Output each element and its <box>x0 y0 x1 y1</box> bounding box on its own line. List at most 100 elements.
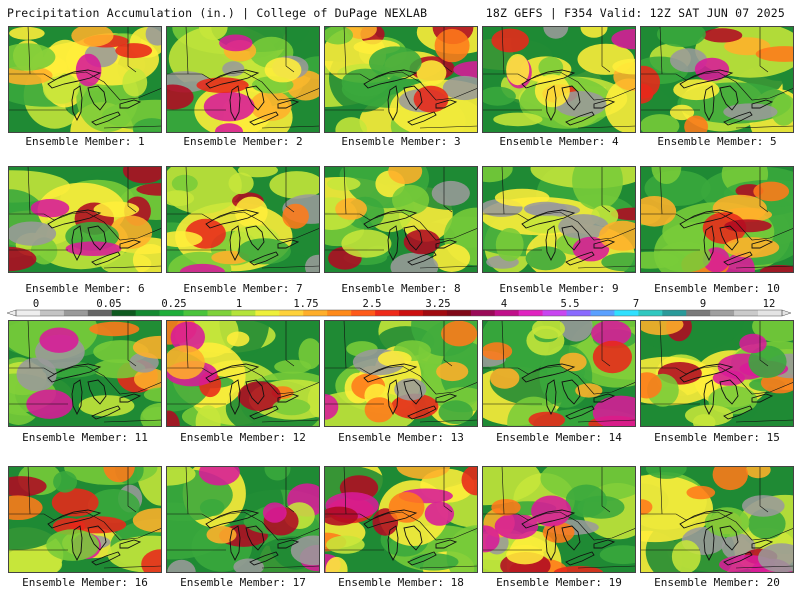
precip-cell <box>132 335 162 359</box>
precip-cell <box>753 181 790 202</box>
precip-cell <box>305 254 320 273</box>
lake-outline <box>545 525 557 562</box>
lake-outline <box>277 539 300 549</box>
lake-outline <box>277 239 300 249</box>
ensemble-member-panel <box>640 166 794 273</box>
precip-cell <box>604 78 636 133</box>
precip-cell <box>324 26 353 45</box>
state-border <box>640 71 794 101</box>
colorbar-swatch <box>399 310 424 316</box>
colorbar-swatch <box>734 310 759 316</box>
colorbar-swatch <box>518 310 543 316</box>
lake-outline <box>47 209 102 229</box>
state-border <box>659 320 663 369</box>
panel-frame <box>640 166 794 273</box>
lake-outline <box>87 85 107 111</box>
precip-cell <box>580 26 608 38</box>
map-outlines <box>482 166 636 269</box>
lake-outline <box>245 225 265 251</box>
precip-cell <box>559 320 593 342</box>
precip-cell <box>658 241 712 273</box>
colorbar-swatch <box>351 310 376 316</box>
precip-cell <box>745 466 771 479</box>
colorbar-tick-label: 7 <box>633 298 639 310</box>
precip-cell <box>528 411 566 427</box>
lake-outline <box>407 405 437 420</box>
colorbar-swatch <box>39 310 65 316</box>
map-outlines <box>640 320 794 423</box>
lake-outline <box>91 251 121 266</box>
lake-outline <box>91 551 121 566</box>
precipitation-field <box>640 26 794 133</box>
precip-cell <box>770 94 794 126</box>
precip-cell <box>345 26 377 39</box>
ensemble-member-label: Ensemble Member: 6 <box>25 282 145 295</box>
precip-cell <box>264 57 302 83</box>
state-border <box>8 71 162 101</box>
map-outlines <box>324 166 478 269</box>
lake-outline <box>363 69 418 89</box>
lake-outline <box>561 525 581 551</box>
precip-cell <box>195 405 221 427</box>
state-border <box>8 511 162 541</box>
precipitation-field <box>324 26 478 133</box>
precip-cell <box>436 361 469 382</box>
precipitation-map <box>640 166 794 273</box>
precip-cell <box>250 90 292 121</box>
colorbar-swatch <box>327 310 352 316</box>
lake-outline <box>229 225 241 262</box>
ensemble-member-panel <box>8 320 162 427</box>
precip-cell <box>673 79 720 101</box>
lake-outline <box>561 85 581 111</box>
colorbar-swatch <box>303 310 328 316</box>
precip-cell <box>324 394 339 420</box>
ensemble-member-label: Ensemble Member: 13 <box>338 431 464 444</box>
panel-frame <box>166 320 320 427</box>
precipitation-map <box>8 166 162 273</box>
precipitation-field <box>482 166 636 273</box>
state-border <box>285 26 295 73</box>
precipitation-map <box>166 166 320 273</box>
ensemble-member-label: Ensemble Member: 19 <box>496 576 622 589</box>
panel-frame <box>324 166 478 273</box>
lake-outline <box>229 525 241 562</box>
precipitation-map <box>8 466 162 573</box>
lake-outline <box>593 539 616 549</box>
precip-cell <box>65 241 122 256</box>
precipitation-map <box>640 466 794 573</box>
precip-cell <box>307 384 320 418</box>
state-border <box>285 466 295 513</box>
precip-cell <box>640 372 662 399</box>
precip-cell <box>219 34 253 52</box>
state-border <box>443 166 453 213</box>
colorbar-swatch <box>614 310 639 316</box>
precip-cell <box>712 370 745 386</box>
panel-frame <box>482 320 636 427</box>
precipitation-field <box>482 26 636 133</box>
ensemble-member-panel <box>640 26 794 133</box>
precip-cell <box>199 26 228 40</box>
lake-outline <box>277 393 300 403</box>
lake-outline <box>565 405 595 420</box>
colorbar-swatch <box>231 310 256 316</box>
colorbar-tick-label: 5.5 <box>561 298 580 310</box>
lake-outline <box>545 379 557 416</box>
state-border <box>601 320 611 367</box>
map-outlines <box>482 320 636 423</box>
precip-cell <box>558 214 609 240</box>
precip-cell <box>640 83 654 104</box>
lake-outline <box>205 209 260 229</box>
panel-frame <box>482 166 636 273</box>
precip-cell <box>136 183 162 196</box>
state-border <box>285 166 295 213</box>
colorbar-tick-label: 0.05 <box>96 298 121 310</box>
precip-cell <box>506 54 530 86</box>
precip-cell <box>132 244 162 273</box>
precip-cell <box>262 502 287 523</box>
precip-cell <box>640 320 684 336</box>
state-border <box>27 166 31 215</box>
colorbar-swatch <box>470 310 496 316</box>
state-border <box>419 565 478 569</box>
panel-frame <box>640 320 794 427</box>
map-outlines <box>482 26 636 129</box>
